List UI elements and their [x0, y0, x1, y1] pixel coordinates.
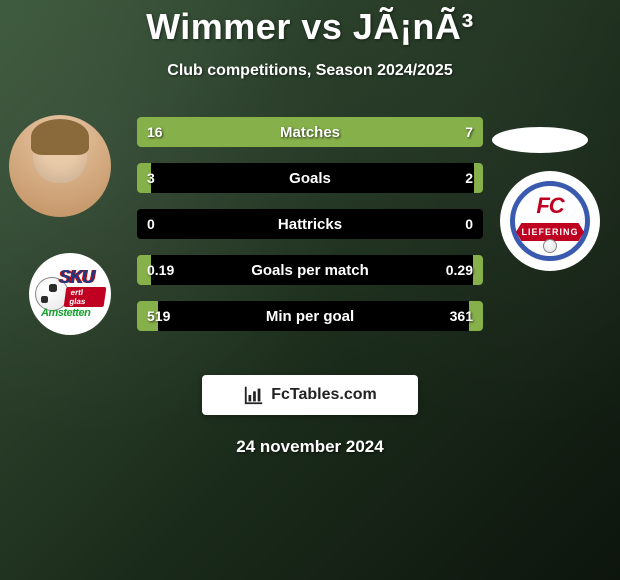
club-left-logo: SKU ertl glas Amstetten — [29, 253, 111, 335]
player-left-avatar — [9, 115, 111, 217]
page-title: Wimmer vs JÃ¡nÃ³ — [0, 6, 620, 48]
bar-chart-icon — [243, 384, 265, 406]
stat-label: Hattricks — [137, 209, 483, 239]
stat-row: 519361Min per goal — [137, 301, 483, 331]
brand-badge[interactable]: FcTables.com — [202, 375, 418, 415]
club-left-bottom-text: Amstetten — [41, 307, 90, 319]
club-left-mid-text: ertl glas — [64, 287, 107, 307]
soccer-ball-icon — [543, 239, 557, 253]
stat-bars: 167Matches 32Goals 00Hattricks 0.190.29Goal… — [137, 117, 483, 347]
club-left-top-text: SKU — [59, 267, 94, 288]
player-right-avatar — [492, 127, 588, 153]
stat-label: Matches — [137, 117, 483, 147]
club-right-logo: FC LIEFERING — [500, 171, 600, 271]
footer-date: 24 november 2024 — [0, 437, 620, 457]
stat-row: 167Matches — [137, 117, 483, 147]
stat-label: Goals per match — [137, 255, 483, 285]
stat-label: Min per goal — [137, 301, 483, 331]
stat-row: 0.190.29Goals per match — [137, 255, 483, 285]
comparison-panel: SKU ertl glas Amstetten FC LIEFERING 167… — [0, 115, 620, 355]
stat-row: 32Goals — [137, 163, 483, 193]
stat-label: Goals — [137, 163, 483, 193]
subtitle: Club competitions, Season 2024/2025 — [0, 62, 620, 80]
club-right-top-text: FC — [508, 193, 592, 219]
brand-text: FcTables.com — [271, 386, 377, 404]
stat-row: 00Hattricks — [137, 209, 483, 239]
